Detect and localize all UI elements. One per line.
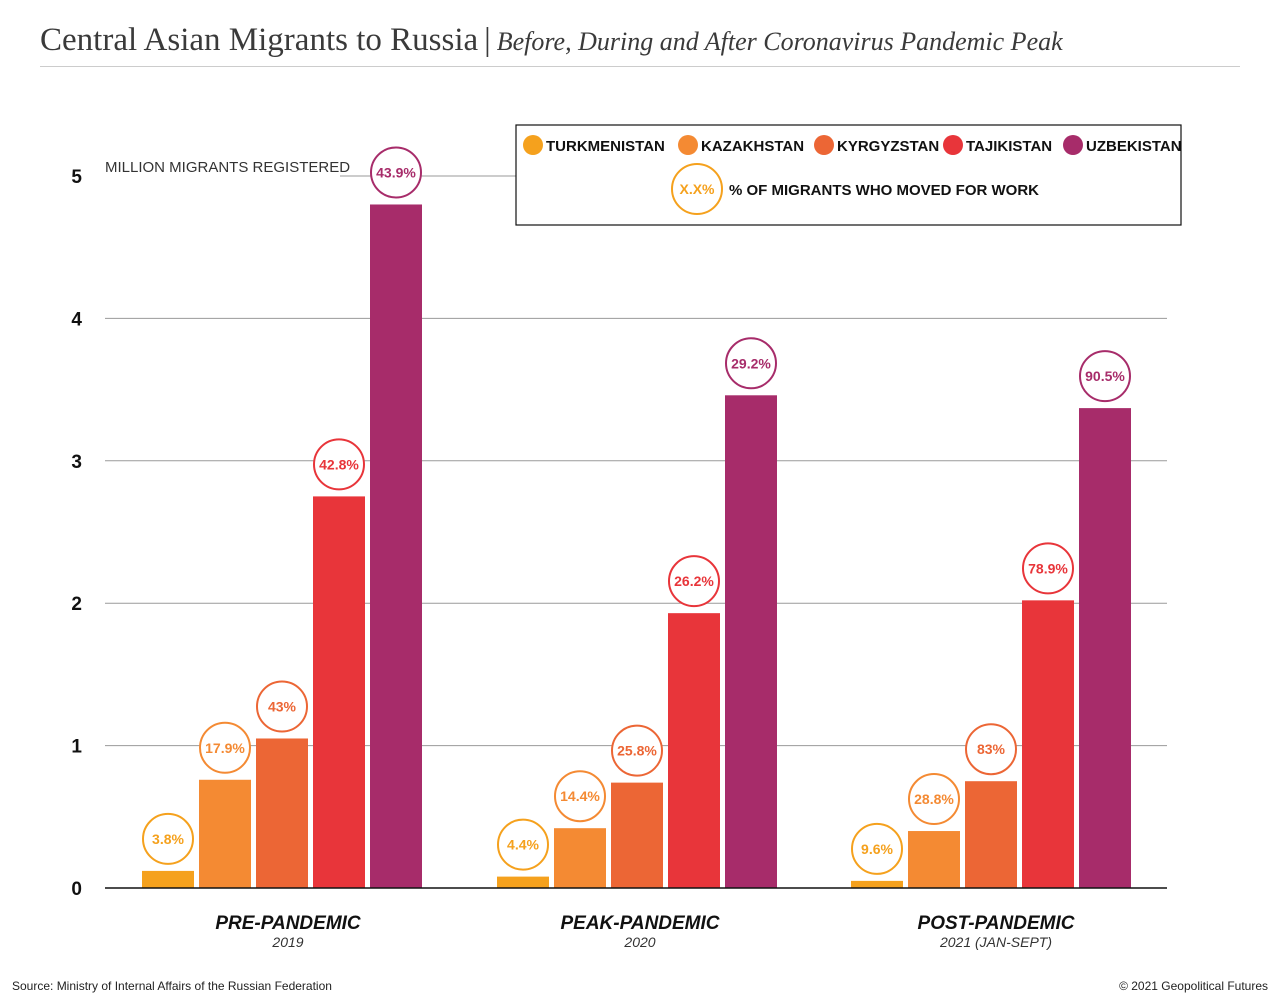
x-category-sublabel: 2021 (JAN-SEPT) — [939, 934, 1052, 950]
percent-badge — [725, 337, 777, 390]
bar — [1022, 600, 1074, 888]
page-subtitle: Before, During and After Coronavirus Pan… — [496, 27, 1063, 56]
bar — [313, 496, 365, 888]
legend-item-label: UZBEKISTAN — [1086, 138, 1182, 155]
data-label: 90.5% — [1085, 368, 1125, 384]
data-label: 17.9% — [205, 740, 245, 756]
x-category-label: PRE-PANDEMIC — [215, 913, 361, 934]
copyright-note: © 2021 Geopolitical Futures — [1119, 979, 1268, 993]
data-label: 9.6% — [861, 841, 893, 857]
legend-item-label: KAZAKHSTAN — [701, 138, 804, 155]
data-label: 26.2% — [674, 573, 714, 589]
bar-chart: 0 1 2 3 4 5 MILLION MIGRANTS REGISTERED 3.8% 4.4… — [71, 124, 1182, 950]
y-tick-label: 5 — [71, 167, 82, 188]
bar — [965, 781, 1017, 888]
legend-swatch — [1063, 135, 1083, 155]
percent-badge — [497, 818, 549, 871]
data-label: 78.9% — [1028, 560, 1068, 576]
bar — [370, 204, 422, 889]
bar — [611, 782, 663, 888]
legend-item-label: KYRGYZSTAN — [837, 138, 939, 155]
data-label: 42.8% — [319, 456, 359, 472]
x-category-sublabel: 2019 — [271, 934, 303, 950]
y-tick-label: 0 — [71, 879, 82, 900]
legend-item-label: TURKMENISTAN — [546, 138, 665, 155]
x-category-label: PEAK-PANDEMIC — [560, 913, 719, 934]
percent-badge — [554, 770, 606, 823]
percent-badge — [313, 438, 365, 491]
bar — [142, 870, 194, 888]
y-axis-label: MILLION MIGRANTS REGISTERED — [105, 159, 350, 176]
data-label: 4.4% — [507, 837, 539, 853]
bar — [256, 738, 308, 888]
bar — [851, 880, 903, 888]
data-label: 25.8% — [617, 743, 657, 759]
legend-swatch — [523, 135, 543, 155]
percent-badge — [1079, 350, 1131, 403]
legend-swatch — [943, 135, 963, 155]
legend-swatch — [814, 135, 834, 155]
percent-badge — [851, 822, 903, 875]
y-tick-label: 4 — [71, 309, 82, 330]
source-note: Source: Ministry of Internal Affairs of … — [12, 979, 332, 993]
y-tick-label: 3 — [71, 452, 82, 473]
bar — [554, 828, 606, 888]
bar — [908, 831, 960, 888]
y-tick-label: 2 — [71, 594, 82, 615]
legend-item-label: TAJIKISTAN — [966, 138, 1052, 155]
bar — [668, 613, 720, 888]
legend-swatch — [678, 135, 698, 155]
x-category-sublabel: 2020 — [623, 934, 655, 950]
bar — [1079, 408, 1131, 888]
percent-badge — [611, 724, 663, 777]
y-tick-label: 1 — [71, 737, 82, 758]
chart-title-block: Central Asian Migrants to Russia | Before,… — [40, 22, 1063, 59]
data-label: 3.8% — [152, 831, 184, 847]
data-label: 43.9% — [376, 164, 416, 180]
legend-note-badge — [671, 163, 723, 215]
title-divider — [40, 66, 1240, 67]
data-label: 14.4% — [560, 788, 600, 804]
data-label: 29.2% — [731, 355, 771, 371]
data-label: 43% — [268, 698, 297, 714]
bar — [199, 779, 251, 888]
legend-note-text: % OF MIGRANTS WHO MOVED FOR WORK — [729, 182, 1039, 199]
bar — [497, 876, 549, 888]
percent-badge — [142, 812, 194, 865]
percent-badge — [965, 723, 1017, 776]
data-label: 83% — [977, 741, 1006, 757]
bar — [725, 395, 777, 888]
data-label: 28.8% — [914, 791, 954, 807]
percent-badge — [370, 146, 422, 199]
percent-badge — [256, 680, 308, 733]
page-title: Central Asian Migrants to Russia — [40, 22, 479, 58]
percent-badge — [668, 555, 720, 608]
percent-badge — [908, 773, 960, 826]
percent-badge — [199, 721, 251, 774]
title-separator: | — [484, 22, 491, 58]
x-category-label: POST-PANDEMIC — [918, 913, 1075, 934]
percent-badge — [1022, 542, 1074, 595]
legend-note-marker: X.X% — [679, 181, 715, 197]
